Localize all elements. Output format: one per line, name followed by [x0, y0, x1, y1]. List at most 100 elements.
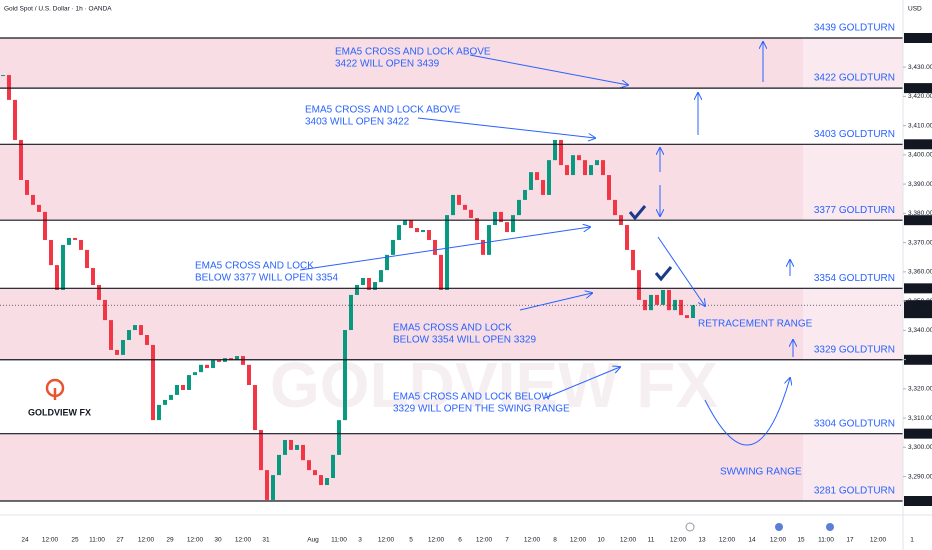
candle — [613, 199, 617, 216]
candle — [289, 439, 293, 450]
x-tick-label: 12:00 — [620, 537, 637, 544]
candle — [85, 249, 89, 269]
candle — [181, 385, 185, 390]
y-tick-label: 3,310.000 — [908, 415, 932, 422]
candle — [61, 244, 65, 290]
candle — [499, 211, 503, 223]
candle — [679, 299, 683, 316]
y-tick-label: 3,370.000 — [908, 239, 932, 246]
candle — [685, 315, 689, 319]
level-name: 3377 GOLDTURN — [814, 205, 895, 216]
annotation: EMA5 CROSS AND LOCK ABOVE — [305, 105, 461, 116]
candle — [217, 360, 221, 362]
candle — [355, 285, 359, 295]
candle — [49, 239, 53, 266]
level-tag — [904, 428, 932, 439]
candle — [601, 160, 605, 176]
x-tick-label: 30 — [214, 537, 222, 544]
level-tag-label: 3,354.360 — [906, 285, 932, 292]
x-tick-label: 14 — [748, 537, 756, 544]
candle — [511, 215, 515, 233]
x-tick-label: 10 — [597, 537, 605, 544]
x-tick-label: 25 — [71, 537, 79, 544]
candle — [13, 99, 17, 140]
candle — [553, 139, 557, 161]
candle — [481, 239, 485, 255]
candle — [565, 165, 569, 176]
x-tick-label: 15 — [797, 537, 805, 544]
y-tick-label: 3,300.000 — [908, 444, 932, 451]
candle — [349, 294, 353, 331]
candle — [583, 160, 587, 176]
candle — [451, 194, 455, 216]
candle — [31, 194, 35, 205]
candle — [397, 225, 401, 240]
candle — [385, 254, 389, 271]
candle — [655, 294, 659, 305]
x-tick-label: 31 — [262, 537, 270, 544]
candle — [523, 189, 527, 200]
candle — [163, 399, 167, 405]
x-tick-label: Aug — [307, 537, 319, 544]
y-tick-label: 3,340.000 — [908, 327, 932, 334]
candle — [319, 475, 323, 486]
candle — [313, 470, 317, 476]
annotation: EMA5 CROSS AND LOCK BELOW — [393, 392, 551, 403]
candle — [127, 330, 131, 340]
candle — [145, 335, 149, 345]
candle — [577, 155, 581, 161]
candle — [253, 385, 257, 431]
candle — [193, 372, 197, 376]
level-tag — [904, 139, 932, 150]
candle — [301, 444, 305, 461]
candle — [37, 204, 41, 212]
candle — [391, 239, 395, 255]
candle — [235, 356, 239, 361]
candle — [1, 75, 5, 77]
candle — [475, 218, 479, 240]
candle — [139, 325, 143, 336]
candle — [271, 475, 275, 500]
candle — [631, 249, 635, 271]
y-tick-label: 3,390.000 — [908, 181, 932, 188]
candle — [241, 356, 245, 365]
candle — [325, 478, 329, 486]
level-tag-label: 3,304.664 — [906, 430, 932, 437]
candle — [535, 172, 539, 181]
candle — [505, 222, 509, 233]
candle — [343, 330, 347, 421]
candle — [79, 239, 83, 250]
y-tick-label: 3,360.000 — [908, 269, 932, 276]
candle — [331, 454, 335, 479]
x-tick-label: 5 — [409, 537, 413, 544]
level-name: 3329 GOLDTURN — [814, 344, 895, 355]
level-tag-label: 3,281.638 — [906, 498, 932, 505]
x-tick-label: 17 — [846, 537, 854, 544]
candle — [337, 420, 341, 455]
candle — [373, 282, 377, 290]
candle — [25, 180, 29, 195]
x-tick-label: 3 — [358, 537, 362, 544]
candle — [493, 211, 497, 226]
candle — [463, 204, 467, 210]
candle — [187, 375, 191, 390]
x-tick-label: 13 — [698, 537, 706, 544]
candle — [295, 444, 299, 450]
candle — [541, 180, 545, 195]
candle — [403, 220, 407, 226]
annotation: EMA5 CROSS AND LOCK — [195, 261, 314, 272]
candle — [439, 254, 443, 290]
x-tick-label: 12:00 — [235, 537, 252, 544]
candle — [547, 160, 551, 195]
level-tag-label: 3,422.831 — [906, 85, 932, 92]
candle — [265, 470, 269, 500]
candle — [277, 454, 281, 476]
candle — [433, 239, 437, 255]
level-tag — [904, 32, 932, 43]
candle — [445, 215, 449, 290]
candle — [103, 299, 107, 321]
arrows — [299, 42, 793, 446]
price-tag-label: 3,348.610 — [906, 302, 932, 309]
future-shade — [803, 0, 903, 515]
